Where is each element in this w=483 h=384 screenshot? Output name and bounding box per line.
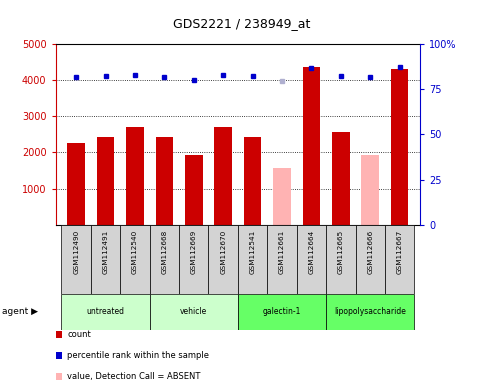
Text: percentile rank within the sample: percentile rank within the sample [67, 351, 209, 360]
Bar [297, 225, 326, 294]
Text: GSM112668: GSM112668 [161, 230, 167, 275]
Text: value, Detection Call = ABSENT: value, Detection Call = ABSENT [67, 372, 200, 381]
Text: GSM112667: GSM112667 [397, 230, 403, 275]
Text: GSM112661: GSM112661 [279, 230, 285, 275]
Bar [214, 127, 232, 225]
Bar [97, 137, 114, 225]
Text: lipopolysaccharide: lipopolysaccharide [334, 308, 406, 316]
Bar [61, 294, 150, 330]
Bar [126, 127, 144, 225]
Text: GSM112665: GSM112665 [338, 230, 344, 275]
Bar [91, 225, 120, 294]
Text: GSM112666: GSM112666 [367, 230, 373, 275]
Text: vehicle: vehicle [180, 308, 207, 316]
Bar [326, 225, 355, 294]
Bar [326, 294, 414, 330]
Bar [355, 225, 385, 294]
Bar [179, 225, 209, 294]
Bar [361, 156, 379, 225]
Bar [385, 225, 414, 294]
Bar [67, 144, 85, 225]
Text: galectin-1: galectin-1 [263, 308, 301, 316]
Bar [267, 225, 297, 294]
Text: GSM112669: GSM112669 [191, 230, 197, 275]
Text: GDS2221 / 238949_at: GDS2221 / 238949_at [173, 17, 310, 30]
Bar [150, 225, 179, 294]
Text: count: count [67, 329, 91, 339]
Bar [273, 168, 291, 225]
Bar [391, 69, 409, 225]
Bar [238, 294, 326, 330]
Bar [302, 66, 320, 225]
Bar [185, 155, 202, 225]
Bar [244, 137, 261, 225]
Text: GSM112540: GSM112540 [132, 230, 138, 275]
Bar [238, 225, 267, 294]
Text: untreated: untreated [86, 308, 125, 316]
Bar [150, 294, 238, 330]
Bar [120, 225, 150, 294]
Bar [209, 225, 238, 294]
Text: GSM112490: GSM112490 [73, 230, 79, 275]
Text: GSM112541: GSM112541 [250, 230, 256, 275]
Bar [156, 137, 173, 225]
Text: GSM112664: GSM112664 [309, 230, 314, 275]
Text: GSM112491: GSM112491 [102, 230, 109, 275]
Text: GSM112670: GSM112670 [220, 230, 226, 275]
Text: agent ▶: agent ▶ [2, 308, 39, 316]
Bar [61, 225, 91, 294]
Bar [332, 132, 350, 225]
